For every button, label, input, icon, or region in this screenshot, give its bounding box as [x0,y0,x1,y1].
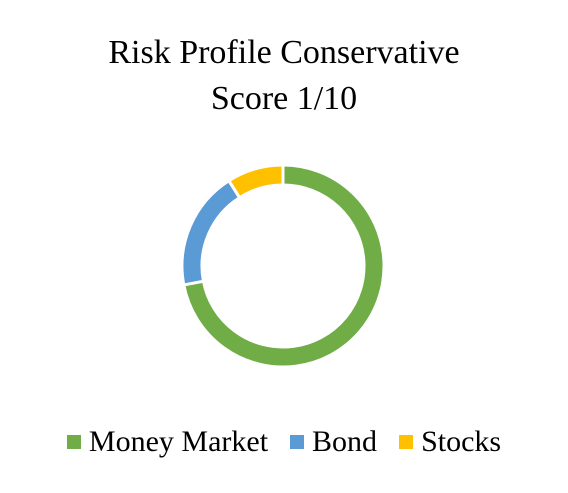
chart-title-line-2: Score 1/10 [210,80,358,117]
legend-item-stocks: Stocks [399,422,501,462]
legend-label-money-market: Money Market [88,425,269,458]
legend-swatch-bond [290,435,305,449]
legend-label-stocks: Stocks [421,425,502,458]
legend-item-bond: Bond [290,422,377,462]
legend-item-money-market: Money Market [66,422,269,462]
legend-swatch-stocks [399,435,414,449]
legend-swatch-money-market [66,435,81,449]
donut-slice-bond [180,178,242,287]
chart-title: Risk Profile Conservative Score 1/10 [0,30,568,122]
legend-label-bond: Bond [312,425,378,458]
chart-legend: Money Market Bond Stocks [0,422,568,462]
donut-slice-stocks [226,163,285,200]
chart-title-line-1: Risk Profile Conservative [108,34,460,71]
donut-slice-money-market [182,163,386,369]
